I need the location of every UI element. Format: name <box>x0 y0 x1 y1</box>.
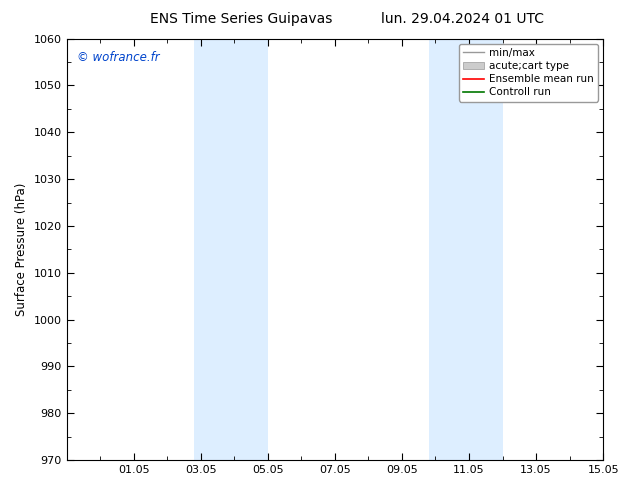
Bar <box>194 39 221 460</box>
Bar <box>462 39 489 460</box>
Bar <box>201 39 234 460</box>
Bar <box>469 39 503 460</box>
Y-axis label: Surface Pressure (hPa): Surface Pressure (hPa) <box>15 183 28 316</box>
Text: © wofrance.fr: © wofrance.fr <box>77 51 160 64</box>
Text: ENS Time Series Guipavas: ENS Time Series Guipavas <box>150 12 332 26</box>
Bar <box>429 39 456 460</box>
Legend: min/max, acute;cart type, Ensemble mean run, Controll run: min/max, acute;cart type, Ensemble mean … <box>459 44 598 101</box>
Text: lun. 29.04.2024 01 UTC: lun. 29.04.2024 01 UTC <box>381 12 545 26</box>
Bar <box>228 39 254 460</box>
Bar <box>234 39 268 460</box>
Bar <box>436 39 469 460</box>
